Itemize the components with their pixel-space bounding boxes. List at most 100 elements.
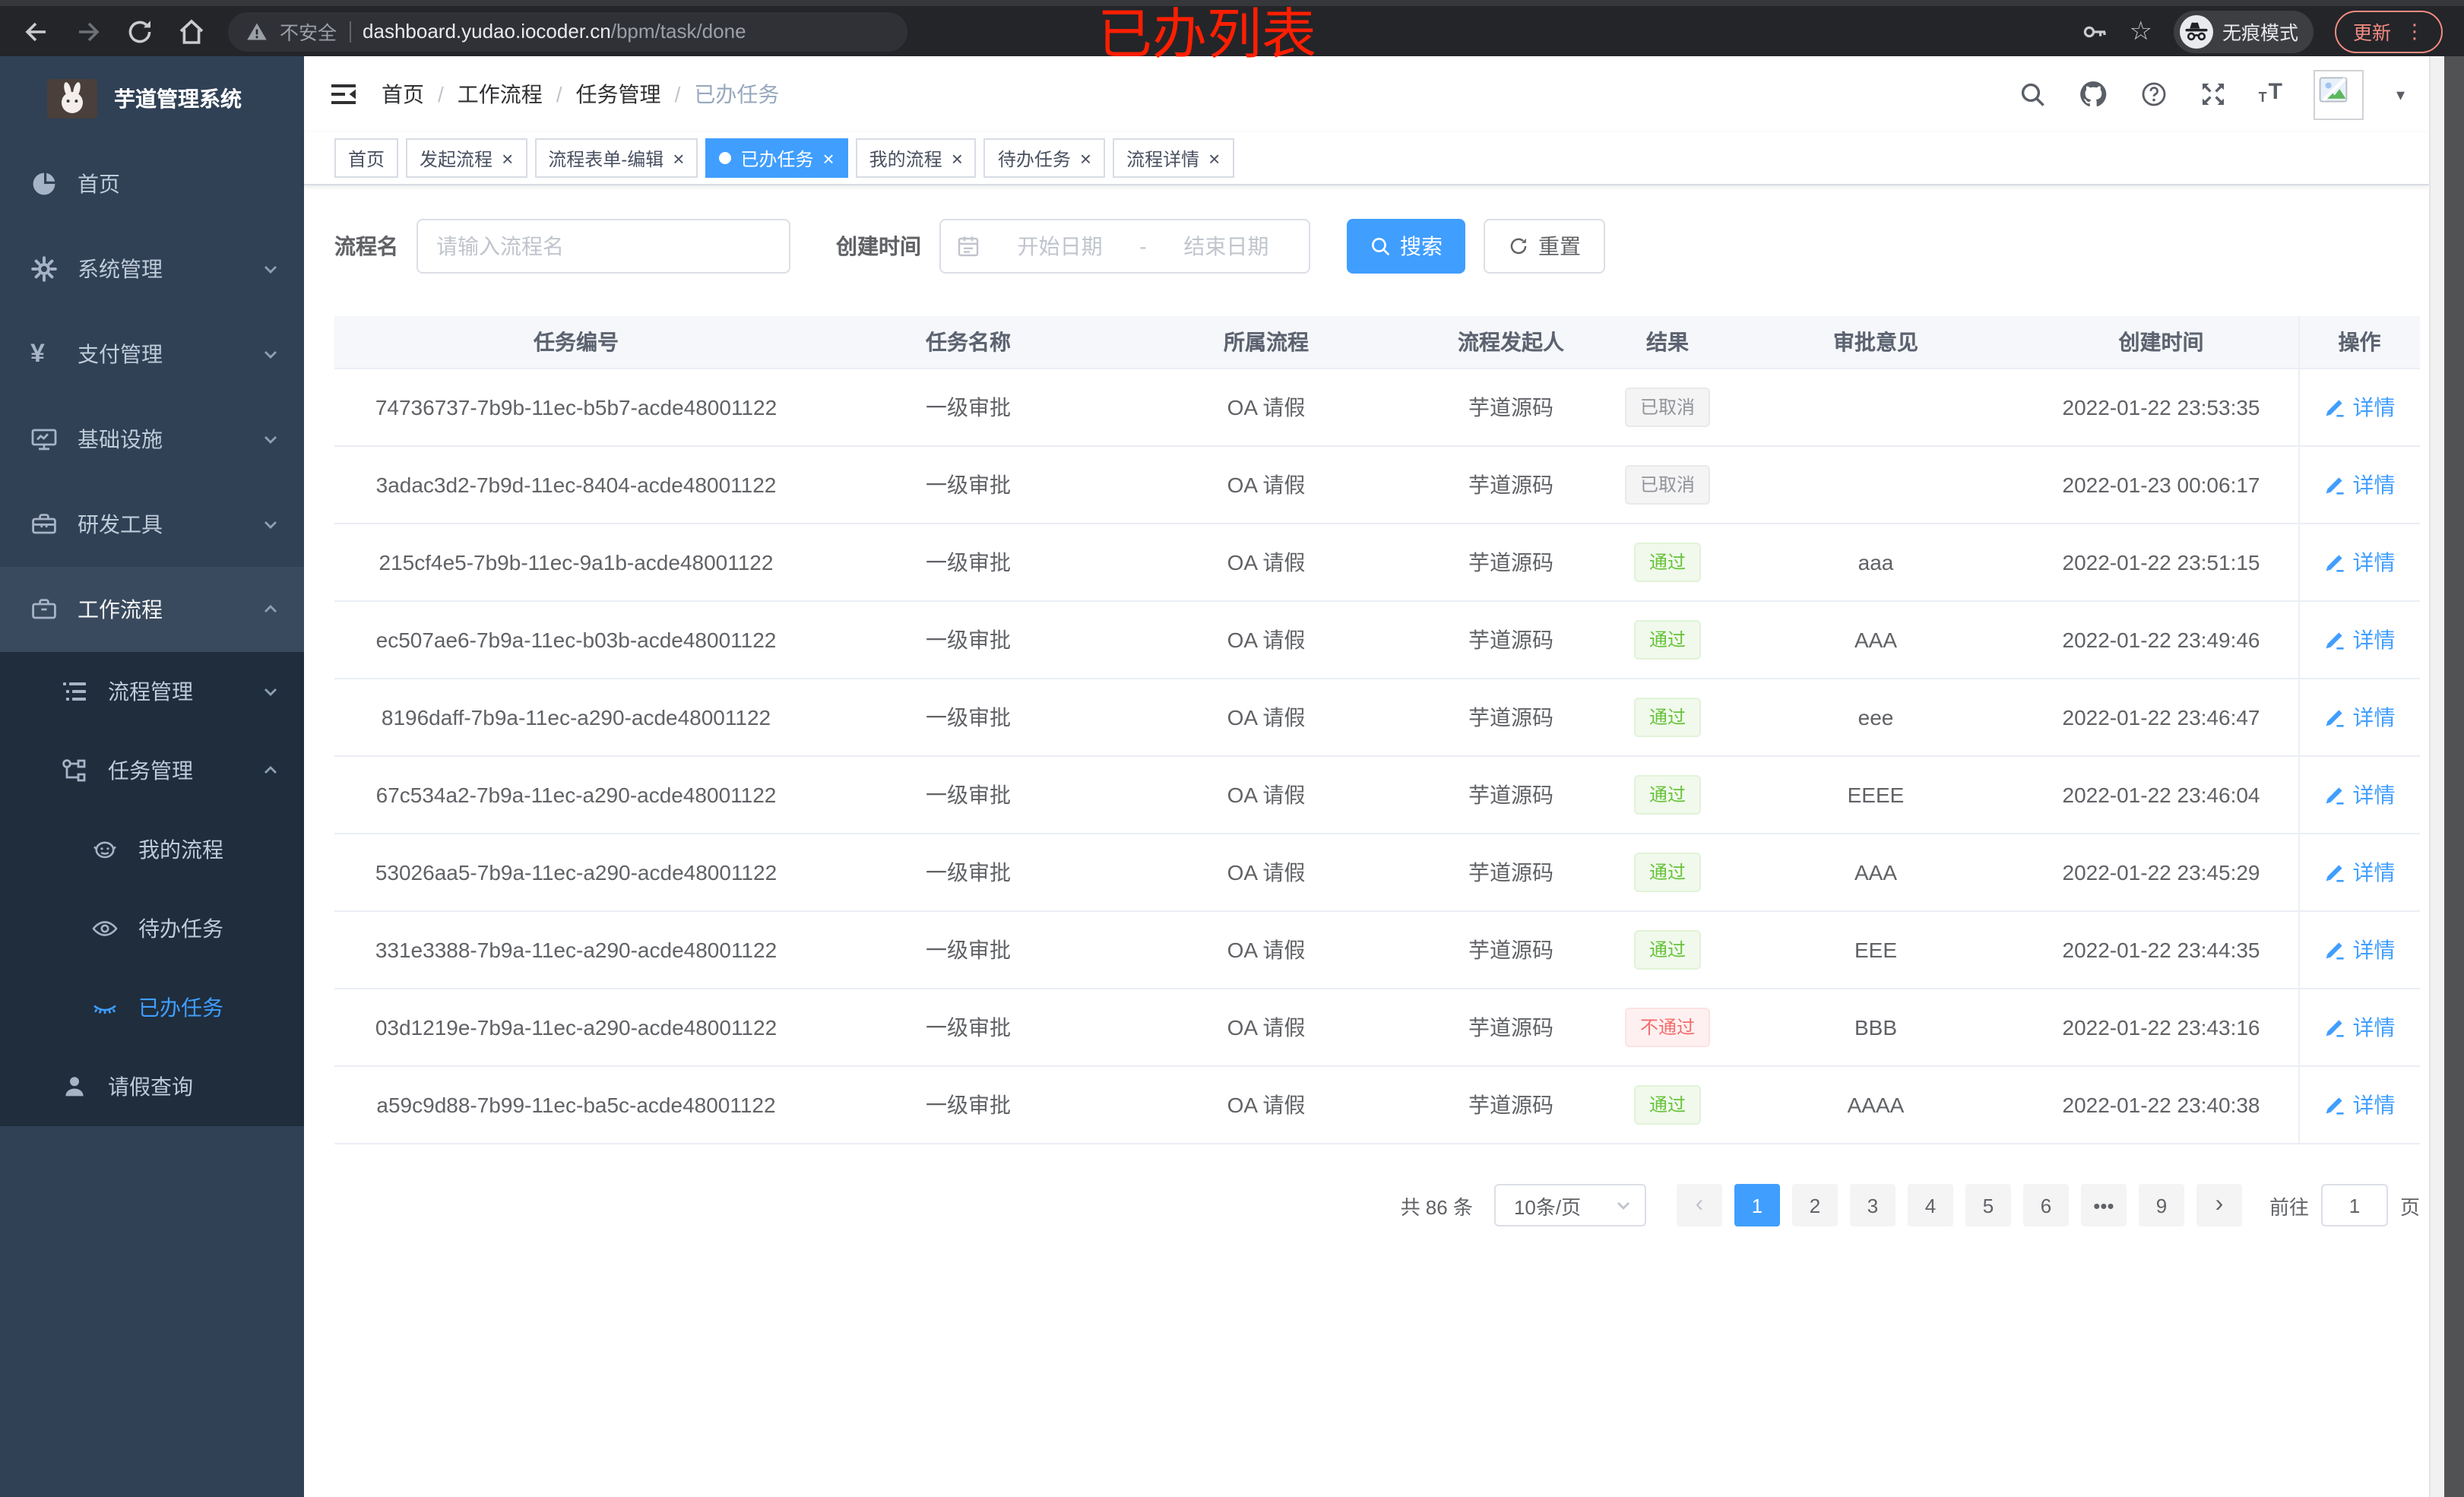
pencil-icon: [2324, 1017, 2345, 1038]
search-button[interactable]: 搜索: [1347, 219, 1465, 274]
sidebar-item-system-mgmt[interactable]: 系统管理: [0, 226, 304, 312]
cell-action: 详情: [2298, 911, 2420, 989]
page-scrollbar[interactable]: [2429, 56, 2444, 1497]
sidebar-item-label: 工作流程: [78, 597, 163, 622]
tab-流程详情[interactable]: 流程详情 ×: [1113, 138, 1234, 178]
pagination-total: 共 86 条: [1400, 1195, 1473, 1218]
sidebar-item-task-mgmt[interactable]: 任务管理: [0, 731, 304, 810]
sidebar-item-payment-mgmt[interactable]: ¥ 支付管理: [0, 312, 304, 397]
app-logo[interactable]: 芋道管理系统: [0, 56, 304, 141]
sidebar-item-dev-tools[interactable]: 研发工具: [0, 482, 304, 567]
github-icon[interactable]: [2078, 79, 2108, 109]
tab-label: 我的流程: [869, 148, 942, 169]
chrome-update-button[interactable]: 更新 ⋮: [2334, 10, 2443, 52]
page-button-2[interactable]: 2: [1791, 1184, 1838, 1226]
page-size-select[interactable]: 10条/页: [1493, 1184, 1646, 1226]
tab-发起流程[interactable]: 发起流程 ×: [406, 138, 527, 178]
detail-link[interactable]: 详情: [2324, 857, 2396, 888]
detail-link[interactable]: 详情: [2324, 935, 2396, 965]
prev-page-button[interactable]: ‹: [1676, 1184, 1722, 1226]
avatar[interactable]: [2314, 69, 2364, 119]
page-jump-input[interactable]: [2320, 1184, 2388, 1226]
browser-reload-button[interactable]: [125, 16, 155, 46]
close-icon[interactable]: ×: [673, 147, 685, 169]
table-row: 03d1219e-7b9a-11ec-a290-acde48001122 一级审批…: [334, 989, 2420, 1067]
column-header: 任务编号: [334, 316, 818, 369]
detail-link[interactable]: 详情: [2324, 547, 2396, 578]
cell-task-name: 一级审批: [818, 911, 1119, 989]
browser-back-button[interactable]: [21, 16, 52, 46]
incognito-badge: 无痕模式: [2173, 10, 2314, 52]
sidebar-item-home[interactable]: 首页: [0, 141, 304, 226]
detail-link[interactable]: 详情: [2324, 702, 2396, 733]
page-button-6[interactable]: 6: [2022, 1184, 2069, 1226]
sidebar-item-process-mgmt[interactable]: 流程管理: [0, 652, 304, 731]
tab-label: 已办任务: [740, 148, 814, 169]
reset-button[interactable]: 重置: [1484, 219, 1605, 274]
next-page-button[interactable]: ›: [2196, 1184, 2242, 1226]
sidebar-item-leave-query[interactable]: 请假查询: [0, 1047, 304, 1126]
detail-link[interactable]: 详情: [2324, 1090, 2396, 1120]
close-icon[interactable]: ×: [1208, 147, 1221, 169]
address-bar[interactable]: 不安全 dashboard.yudao.iocoder.cn/bpm/task/…: [228, 11, 907, 51]
cell-opinion: aaa: [1727, 524, 2025, 602]
detail-link[interactable]: 详情: [2324, 470, 2396, 500]
page-button-4[interactable]: 4: [1907, 1184, 1953, 1226]
tab-待办任务[interactable]: 待办任务 ×: [983, 138, 1106, 178]
window-scrollbar[interactable]: [2444, 56, 2464, 1497]
cell-task-id: 67c534a2-7b9a-11ec-a290-acde48001122: [334, 756, 818, 834]
search-icon[interactable]: [2019, 81, 2046, 108]
cell-process: OA 请假: [1119, 911, 1414, 989]
detail-link[interactable]: 详情: [2324, 625, 2396, 655]
help-icon[interactable]: [2140, 81, 2168, 108]
tab-已办任务[interactable]: 已办任务 ×: [705, 138, 848, 178]
cell-created-time: 2022-01-22 23:40:38: [2025, 1066, 2298, 1144]
cell-task-id: 3adac3d2-7b9d-11ec-8404-acde48001122: [334, 446, 818, 524]
page-button-5[interactable]: 5: [1965, 1184, 2011, 1226]
detail-link[interactable]: 详情: [2324, 392, 2396, 423]
sidebar-toggle-icon[interactable]: [328, 79, 359, 109]
cell-task-name: 一级审批: [818, 1066, 1119, 1144]
date-range-picker[interactable]: 开始日期 - 结束日期: [939, 219, 1310, 274]
close-icon[interactable]: ×: [951, 147, 963, 169]
process-name-input[interactable]: [416, 219, 790, 274]
avatar-caret-icon[interactable]: ▾: [2396, 86, 2405, 104]
search-button-icon: [1370, 236, 1391, 257]
breadcrumb-item[interactable]: 任务管理: [575, 82, 661, 106]
tab-label: 首页: [348, 148, 385, 169]
browser-forward-button[interactable]: [73, 16, 103, 46]
detail-link[interactable]: 详情: [2324, 1012, 2396, 1043]
sidebar-item-done-task[interactable]: 已办任务: [0, 968, 304, 1047]
dashboard-icon: [30, 170, 58, 198]
browser-home-button[interactable]: [176, 16, 207, 46]
cell-result: 通过: [1608, 1066, 1727, 1144]
sidebar-item-my-process[interactable]: 我的流程: [0, 810, 304, 889]
breadcrumb-item[interactable]: 工作流程: [457, 82, 543, 106]
pencil-icon: [2324, 939, 2345, 961]
chrome-menu-icon[interactable]: ⋮: [2405, 20, 2424, 43]
tab-流程表单-编辑[interactable]: 流程表单-编辑 ×: [534, 138, 698, 178]
detail-link[interactable]: 详情: [2324, 780, 2396, 810]
page-button-1[interactable]: 1: [1734, 1184, 1780, 1226]
cell-created-time: 2022-01-22 23:43:16: [2025, 989, 2298, 1067]
chevron-down-icon: [261, 345, 280, 363]
close-icon[interactable]: ×: [502, 147, 514, 169]
tab-首页[interactable]: 首页: [334, 138, 399, 178]
sidebar-item-todo-task[interactable]: 待办任务: [0, 889, 304, 968]
close-icon[interactable]: ×: [1079, 147, 1092, 169]
page-button-3[interactable]: 3: [1849, 1184, 1896, 1226]
cell-starter: 芋道源码: [1414, 756, 1608, 834]
bookmark-star-icon[interactable]: ☆: [2129, 17, 2152, 46]
page-button-9[interactable]: 9: [2138, 1184, 2184, 1226]
breadcrumb-item[interactable]: 首页: [382, 82, 424, 106]
pencil-icon: [2324, 707, 2345, 728]
tab-我的流程[interactable]: 我的流程 ×: [855, 138, 977, 178]
sidebar-item-workflow[interactable]: 工作流程: [0, 567, 304, 652]
table-row: 67c534a2-7b9a-11ec-a290-acde48001122 一级审批…: [334, 756, 2420, 834]
sidebar-item-infrastructure[interactable]: 基础设施: [0, 397, 304, 482]
more-pages-button[interactable]: •••: [2080, 1184, 2127, 1226]
password-key-icon[interactable]: [2080, 17, 2108, 45]
close-icon[interactable]: ×: [822, 147, 835, 169]
fullscreen-icon[interactable]: [2200, 81, 2227, 108]
